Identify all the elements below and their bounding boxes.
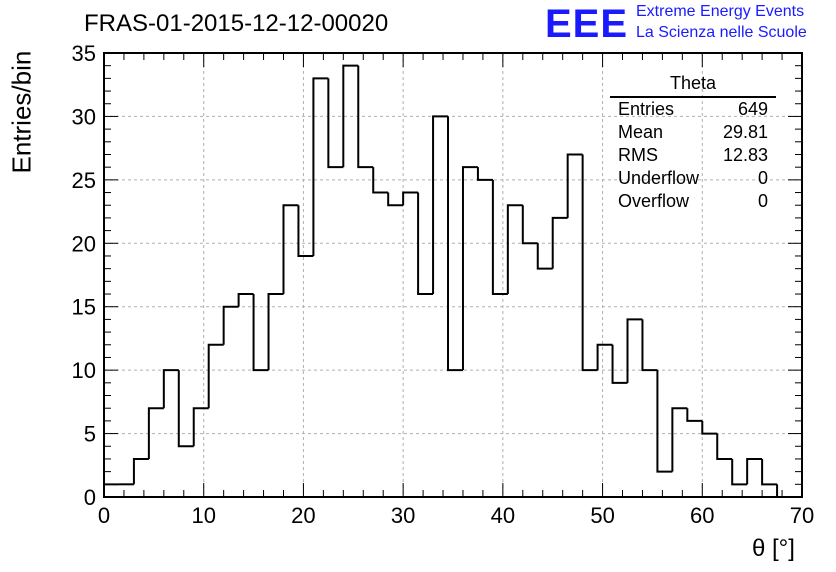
histogram-bin	[626, 318, 643, 383]
chart-title: FRAS-01-2015-12-12-00020	[84, 10, 389, 37]
x-tick-label: 40	[491, 503, 515, 528]
brand-line-2: La Scienza nelle Scuole	[636, 24, 807, 41]
histogram-bin	[566, 153, 583, 218]
histogram-bin	[312, 77, 329, 256]
brand-line-1: Extreme Energy Events	[636, 3, 805, 20]
plot-frame	[103, 52, 803, 498]
histogram-bin	[521, 205, 538, 245]
histogram-bin	[731, 458, 748, 486]
y-tick-label: 0	[84, 485, 96, 510]
stats-row-mean: Mean 29.81	[610, 121, 776, 144]
histogram-bin	[746, 457, 763, 485]
y-tick-label: 15	[72, 295, 96, 320]
x-tick-label: 0	[98, 503, 110, 528]
stats-label: Entries	[618, 99, 675, 119]
histogram-bin	[207, 343, 224, 409]
histogram-bin	[596, 343, 613, 371]
y-tick-label: 20	[72, 231, 96, 256]
x-tick-label: 50	[590, 503, 614, 528]
stats-title: Theta	[610, 73, 776, 98]
x-tick-label: 70	[790, 503, 814, 528]
stats-row-underflow: Underflow 0	[610, 167, 776, 190]
histogram-bin	[461, 166, 478, 371]
histogram-bin	[506, 204, 523, 295]
histogram-bin	[701, 420, 718, 435]
stats-value: 0	[757, 191, 768, 211]
histogram-bin	[491, 179, 508, 296]
histogram-bin	[132, 457, 149, 485]
histogram-bin	[671, 407, 688, 472]
y-tick-label: 30	[72, 104, 96, 129]
histogram-bin	[282, 204, 299, 295]
histogram-bin	[551, 216, 568, 269]
stats-label: Underflow	[618, 168, 700, 188]
histogram-bin	[372, 167, 389, 194]
histogram-bin	[192, 407, 209, 447]
stats-value: 29.81	[722, 122, 768, 142]
histogram-bin	[716, 433, 733, 460]
histogram-bin	[387, 192, 404, 207]
x-tick-label: 20	[291, 503, 315, 528]
histogram-bin	[402, 191, 419, 206]
x-tick-label: 30	[391, 503, 415, 528]
stats-row-rms: RMS 12.83	[610, 144, 776, 167]
histogram-bin	[641, 319, 658, 372]
stats-label: Mean	[618, 122, 664, 142]
stats-label: Overflow	[618, 191, 690, 211]
stats-box: Theta Entries 649 Mean 29.81 RMS 12.83 U…	[610, 73, 776, 213]
stats-row-overflow: Overflow 0	[610, 190, 776, 213]
histogram-bin	[686, 408, 703, 422]
histogram-bin	[357, 65, 374, 169]
y-tick-label: 25	[72, 168, 96, 193]
histogram-bin	[162, 369, 179, 409]
x-tick-label: 10	[191, 503, 215, 528]
histogram-bin	[177, 370, 194, 448]
stats-value: 649	[737, 99, 768, 119]
histogram-bin	[656, 370, 673, 473]
eee-logo: EEE	[545, 2, 629, 46]
histogram-bin	[476, 167, 493, 181]
histogram-bin	[536, 243, 553, 270]
histogram-bin	[342, 64, 359, 168]
histogram-bin	[237, 293, 254, 307]
stats-row-entries: Entries 649	[610, 98, 776, 121]
y-tick-label: 10	[72, 358, 96, 383]
y-tick-label: 35	[72, 41, 96, 66]
histogram-bin	[447, 116, 463, 372]
y-axis-label: Entries/bin	[6, 50, 37, 174]
histogram-bin	[297, 205, 314, 257]
stats-value: 12.83	[722, 145, 768, 165]
histogram-bin	[432, 115, 449, 295]
histogram-bin	[267, 293, 284, 371]
histogram-bin	[103, 483, 119, 497]
histogram-bin	[327, 78, 344, 169]
histogram-bin	[222, 305, 239, 345]
y-tick-label: 5	[84, 422, 96, 447]
stats-label: RMS	[618, 145, 658, 165]
histogram-bin	[581, 154, 598, 372]
histogram-bin	[417, 192, 434, 296]
histogram-bin	[611, 344, 628, 384]
x-axis-label: θ [°]	[752, 535, 795, 562]
stats-value: 0	[757, 168, 768, 188]
histogram-bin	[761, 458, 778, 486]
histogram-bin	[147, 407, 164, 459]
x-tick-label: 60	[690, 503, 714, 528]
histogram-bin	[252, 294, 269, 372]
